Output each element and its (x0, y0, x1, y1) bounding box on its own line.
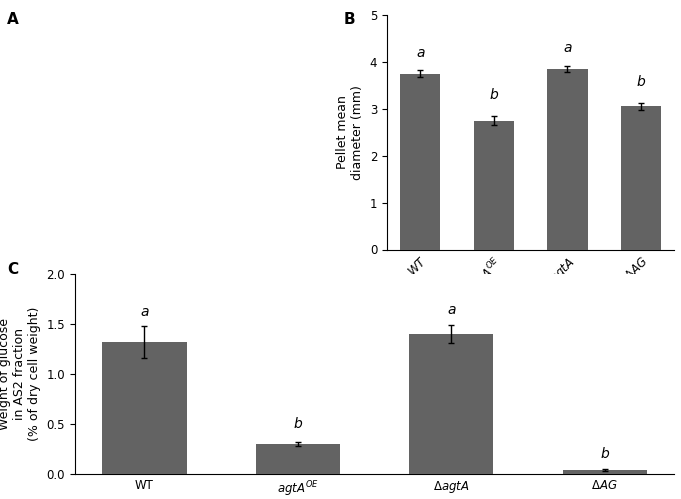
Y-axis label: Pellet mean
diameter (mm): Pellet mean diameter (mm) (336, 85, 364, 180)
Bar (400, 73, 441, 250)
Text: a: a (563, 41, 571, 55)
Text: C: C (7, 262, 18, 277)
Bar (620, 106, 661, 250)
Text: b: b (637, 75, 646, 89)
Bar (102, 342, 187, 474)
Text: a: a (447, 303, 456, 317)
Bar (563, 470, 647, 474)
Text: b: b (601, 447, 609, 461)
Text: b: b (294, 417, 302, 431)
Text: a: a (140, 305, 148, 319)
Text: A: A (7, 12, 18, 27)
Bar (547, 69, 588, 250)
Bar (409, 334, 494, 474)
Text: b: b (490, 88, 498, 102)
Bar (473, 121, 514, 250)
Text: a: a (416, 45, 424, 59)
Bar (255, 444, 340, 474)
Y-axis label: Weight of glucose
in AS2 fraction
(% of dry cell weight): Weight of glucose in AS2 fraction (% of … (0, 307, 41, 442)
Text: B: B (344, 12, 355, 27)
